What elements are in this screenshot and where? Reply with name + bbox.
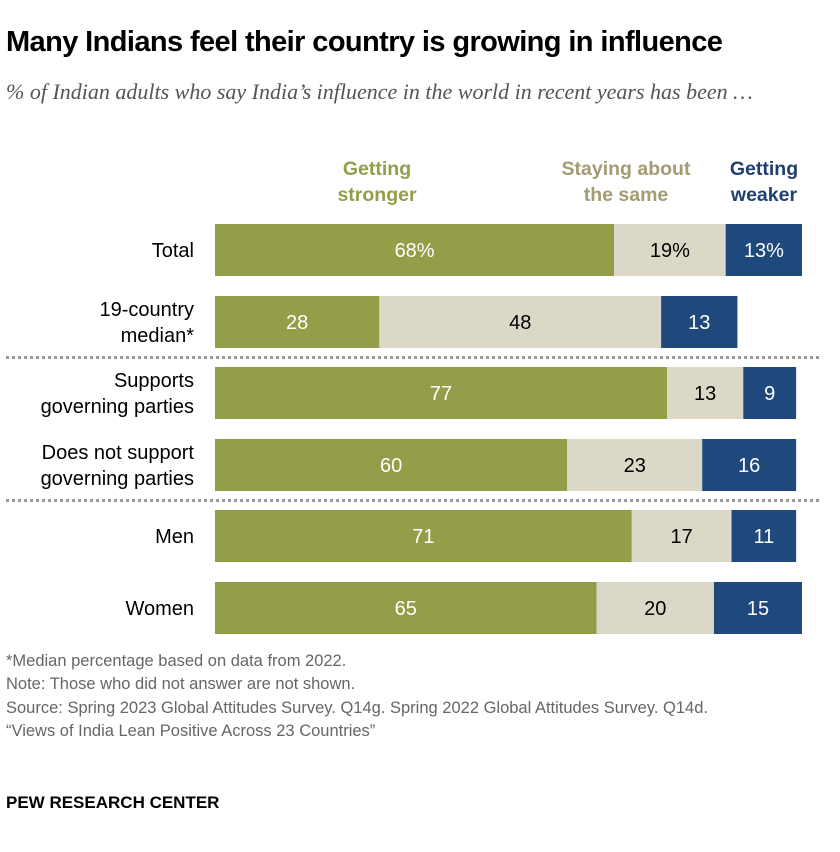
- category-label-line: governing parties: [40, 468, 194, 490]
- notes: *Median percentage based on data from 20…: [6, 650, 836, 743]
- chart-title: Many Indians feel their country is growi…: [6, 26, 723, 58]
- legend-entry: Getting stronger: [277, 156, 477, 208]
- bar-segment: [661, 296, 738, 348]
- pew-logo-text: PEW RESEARCH CENTER: [6, 793, 220, 812]
- bar-segment: [614, 224, 726, 276]
- chart-subtitle: % of Indian adults who say India’s influ…: [6, 79, 753, 104]
- bar-segment: [702, 439, 797, 491]
- category-label: Does not support governing parties: [41, 440, 194, 492]
- data-label: 28: [286, 312, 308, 334]
- category-label: Women: [125, 596, 194, 622]
- category-label-line: Supports: [113, 370, 194, 392]
- bar-segment: [631, 510, 732, 562]
- bar-segment: [567, 439, 703, 491]
- bar-segment: [215, 510, 632, 562]
- category-label-line: Women: [125, 598, 194, 620]
- category-label-line: 19-country: [99, 299, 195, 321]
- legend-entry: Getting weaker: [664, 156, 840, 208]
- data-label: 68%: [395, 240, 435, 262]
- bar-segment: [215, 582, 597, 634]
- category-label: Men: [155, 524, 194, 550]
- bar-segment: [713, 582, 802, 634]
- data-label: 16: [738, 455, 760, 477]
- category-label-line: Does not support: [41, 442, 194, 464]
- data-label: 23: [624, 455, 646, 477]
- legend-label: stronger: [337, 184, 417, 206]
- category-label: Total: [152, 238, 194, 264]
- bar-segment: [725, 224, 802, 276]
- bar-segment: [743, 367, 797, 419]
- legend-label: Getting: [729, 158, 799, 180]
- legend-label: weaker: [730, 184, 798, 206]
- bar-segment: [215, 296, 380, 348]
- data-label: 9: [764, 383, 775, 405]
- data-label: 15: [747, 598, 769, 620]
- bar-segment: [596, 582, 714, 634]
- note-nonresponse: Note: Those who did not answer are not s…: [6, 675, 356, 694]
- bar-segment: [215, 439, 568, 491]
- category-label: 19-country median*: [100, 297, 195, 349]
- legend-label: the same: [583, 184, 669, 206]
- note-median: *Median percentage based on data from 20…: [6, 652, 347, 670]
- bar-segment: [379, 296, 662, 348]
- bar-segment: [731, 510, 797, 562]
- data-label: 13: [688, 312, 710, 334]
- category-label: Supports governing parties: [41, 368, 194, 420]
- category-label-line: Total: [151, 240, 194, 262]
- data-label: 48: [509, 312, 531, 334]
- category-label-line: governing parties: [40, 396, 194, 418]
- bar-segment: [666, 367, 744, 419]
- data-label: 60: [380, 455, 402, 477]
- data-label: 20: [644, 598, 666, 620]
- bar-segment: [215, 367, 667, 419]
- data-label: 17: [671, 526, 693, 548]
- note-source: Source: Spring 2023 Global Attitudes Sur…: [6, 698, 708, 717]
- bar-segment: [215, 224, 615, 276]
- legend-label: Getting: [342, 158, 412, 180]
- legend-label: Staying about: [561, 158, 691, 180]
- data-label: 11: [753, 526, 774, 548]
- data-label: 65: [395, 598, 417, 620]
- data-label: 13: [694, 383, 716, 405]
- data-label: 71: [412, 526, 434, 548]
- note-report-title: “Views of India Lean Positive Across 23 …: [6, 721, 376, 740]
- data-label: 77: [430, 383, 452, 405]
- data-label: 13%: [744, 240, 784, 262]
- data-label: 19%: [650, 240, 690, 262]
- legend-entry: Staying about the same: [526, 156, 726, 208]
- category-label-line: median*: [120, 325, 194, 347]
- category-label-line: Men: [155, 526, 194, 548]
